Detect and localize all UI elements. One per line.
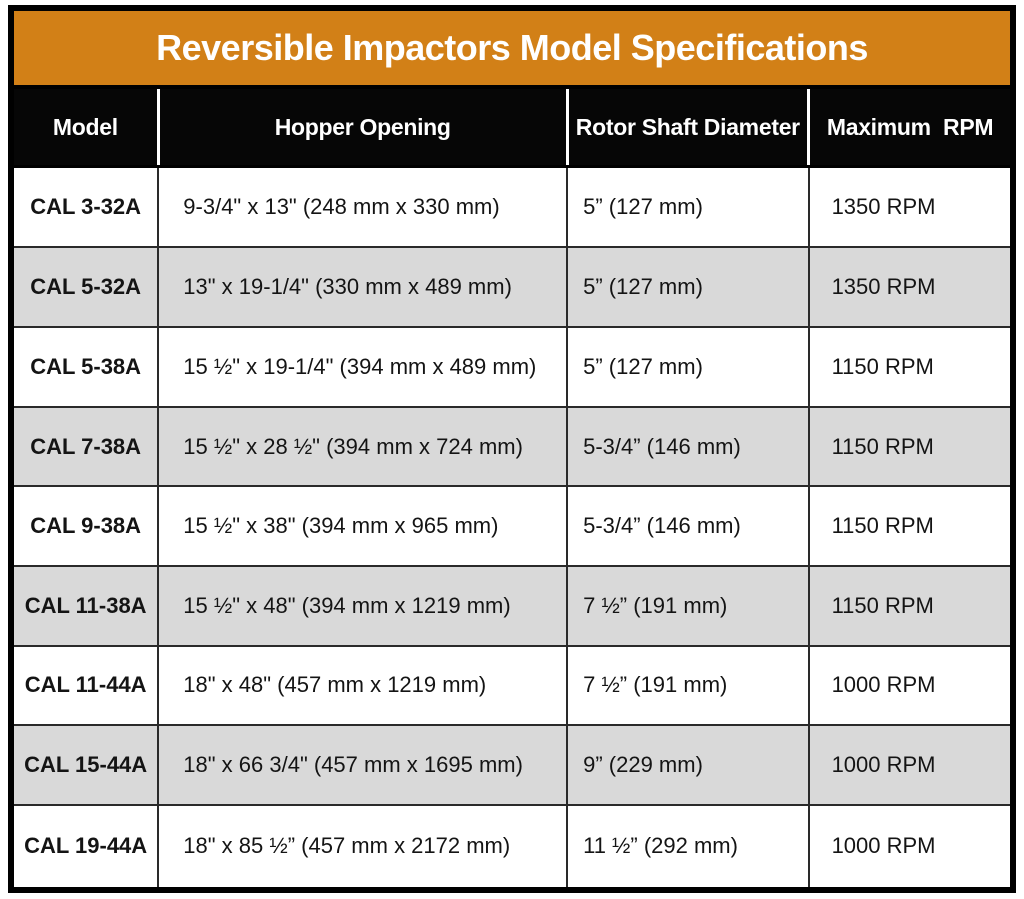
model-cell: CAL 11-38A (9, 565, 160, 647)
header-row: Model Hopper Opening Rotor Shaft Diamete… (11, 87, 1013, 168)
max-rpm-cell: 1150 RPM (807, 485, 1015, 568)
rotor-shaft-cell: 7 ½” (191 mm) (566, 644, 810, 727)
rotor-shaft-cell: 7 ½” (191 mm) (566, 565, 810, 647)
model-cell: CAL 15-44A (9, 724, 160, 806)
table-body: CAL 3-32A 9-3/4" x 13" (248 mm x 330 mm)… (9, 165, 1015, 892)
column-header-rotor-shaft-diameter: Rotor Shaft Diameter (565, 87, 809, 168)
table-row: CAL 5-32A 13" x 19-1/4" (330 mm x 489 mm… (9, 246, 1015, 329)
table-row: CAL 7-38A 15 ½" x 28 ½" (394 mm x 724 mm… (9, 405, 1015, 488)
rotor-shaft-cell: 5-3/4” (146 mm) (566, 485, 810, 568)
max-rpm-cell: 1000 RPM (807, 803, 1015, 892)
hopper-opening-cell: 18" x 48" (457 mm x 1219 mm) (157, 644, 569, 727)
table-row: CAL 19-44A 18" x 85 ½” (457 mm x 2172 mm… (9, 803, 1015, 892)
model-cell: CAL 5-38A (9, 326, 160, 408)
hopper-opening-cell: 13" x 19-1/4" (330 mm x 489 mm) (157, 246, 569, 329)
hopper-opening-cell: 9-3/4" x 13" (248 mm x 330 mm) (157, 165, 569, 249)
model-cell: CAL 5-32A (9, 246, 160, 329)
column-header-hopper-opening: Hopper Opening (156, 87, 568, 168)
max-rpm-cell: 1350 RPM (807, 246, 1015, 329)
max-rpm-cell: 1150 RPM (807, 405, 1015, 488)
rotor-shaft-cell: 5” (127 mm) (566, 165, 810, 249)
title-row: Reversible Impactors Model Specification… (10, 7, 1014, 89)
table-row: CAL 11-38A 15 ½" x 48" (394 mm x 1219 mm… (9, 565, 1015, 647)
column-header-maximum-rpm: Maximum RPM (807, 87, 1013, 168)
table-row: CAL 9-38A 15 ½" x 38" (394 mm x 965 mm) … (9, 485, 1015, 568)
rotor-shaft-cell: 5” (127 mm) (566, 246, 810, 329)
rotor-shaft-cell: 9” (229 mm) (566, 724, 810, 806)
column-header-model: Model (11, 87, 159, 168)
max-rpm-cell: 1150 RPM (807, 326, 1015, 408)
model-cell: CAL 9-38A (9, 485, 160, 568)
max-rpm-cell: 1150 RPM (807, 565, 1015, 647)
hopper-opening-cell: 15 ½" x 48" (394 mm x 1219 mm) (157, 565, 569, 647)
max-rpm-cell: 1000 RPM (807, 644, 1015, 727)
spec-table: Reversible Impactors Model Specification… (8, 5, 1016, 893)
model-cell: CAL 19-44A (9, 803, 160, 892)
table-row: CAL 5-38A 15 ½" x 19-1/4" (394 mm x 489 … (9, 326, 1015, 408)
rotor-shaft-cell: 5-3/4” (146 mm) (566, 405, 810, 488)
rotor-shaft-cell: 11 ½” (292 mm) (566, 803, 810, 892)
hopper-opening-cell: 18" x 66 3/4" (457 mm x 1695 mm) (157, 724, 569, 806)
hopper-opening-cell: 18" x 85 ½” (457 mm x 2172 mm) (157, 803, 569, 892)
table-title: Reversible Impactors Model Specification… (10, 7, 1014, 89)
max-rpm-cell: 1000 RPM (807, 724, 1015, 806)
model-cell: CAL 11-44A (9, 644, 160, 727)
table-row: CAL 11-44A 18" x 48" (457 mm x 1219 mm) … (9, 644, 1015, 727)
hopper-opening-cell: 15 ½" x 19-1/4" (394 mm x 489 mm) (157, 326, 569, 408)
hopper-opening-cell: 15 ½" x 28 ½" (394 mm x 724 mm) (157, 405, 569, 488)
max-rpm-cell: 1350 RPM (807, 165, 1015, 249)
table-row: CAL 3-32A 9-3/4" x 13" (248 mm x 330 mm)… (9, 165, 1015, 249)
hopper-opening-cell: 15 ½" x 38" (394 mm x 965 mm) (157, 485, 569, 568)
rotor-shaft-cell: 5” (127 mm) (566, 326, 810, 408)
table-row: CAL 15-44A 18" x 66 3/4" (457 mm x 1695 … (9, 724, 1015, 806)
model-cell: CAL 3-32A (9, 165, 160, 249)
model-cell: CAL 7-38A (9, 405, 160, 488)
